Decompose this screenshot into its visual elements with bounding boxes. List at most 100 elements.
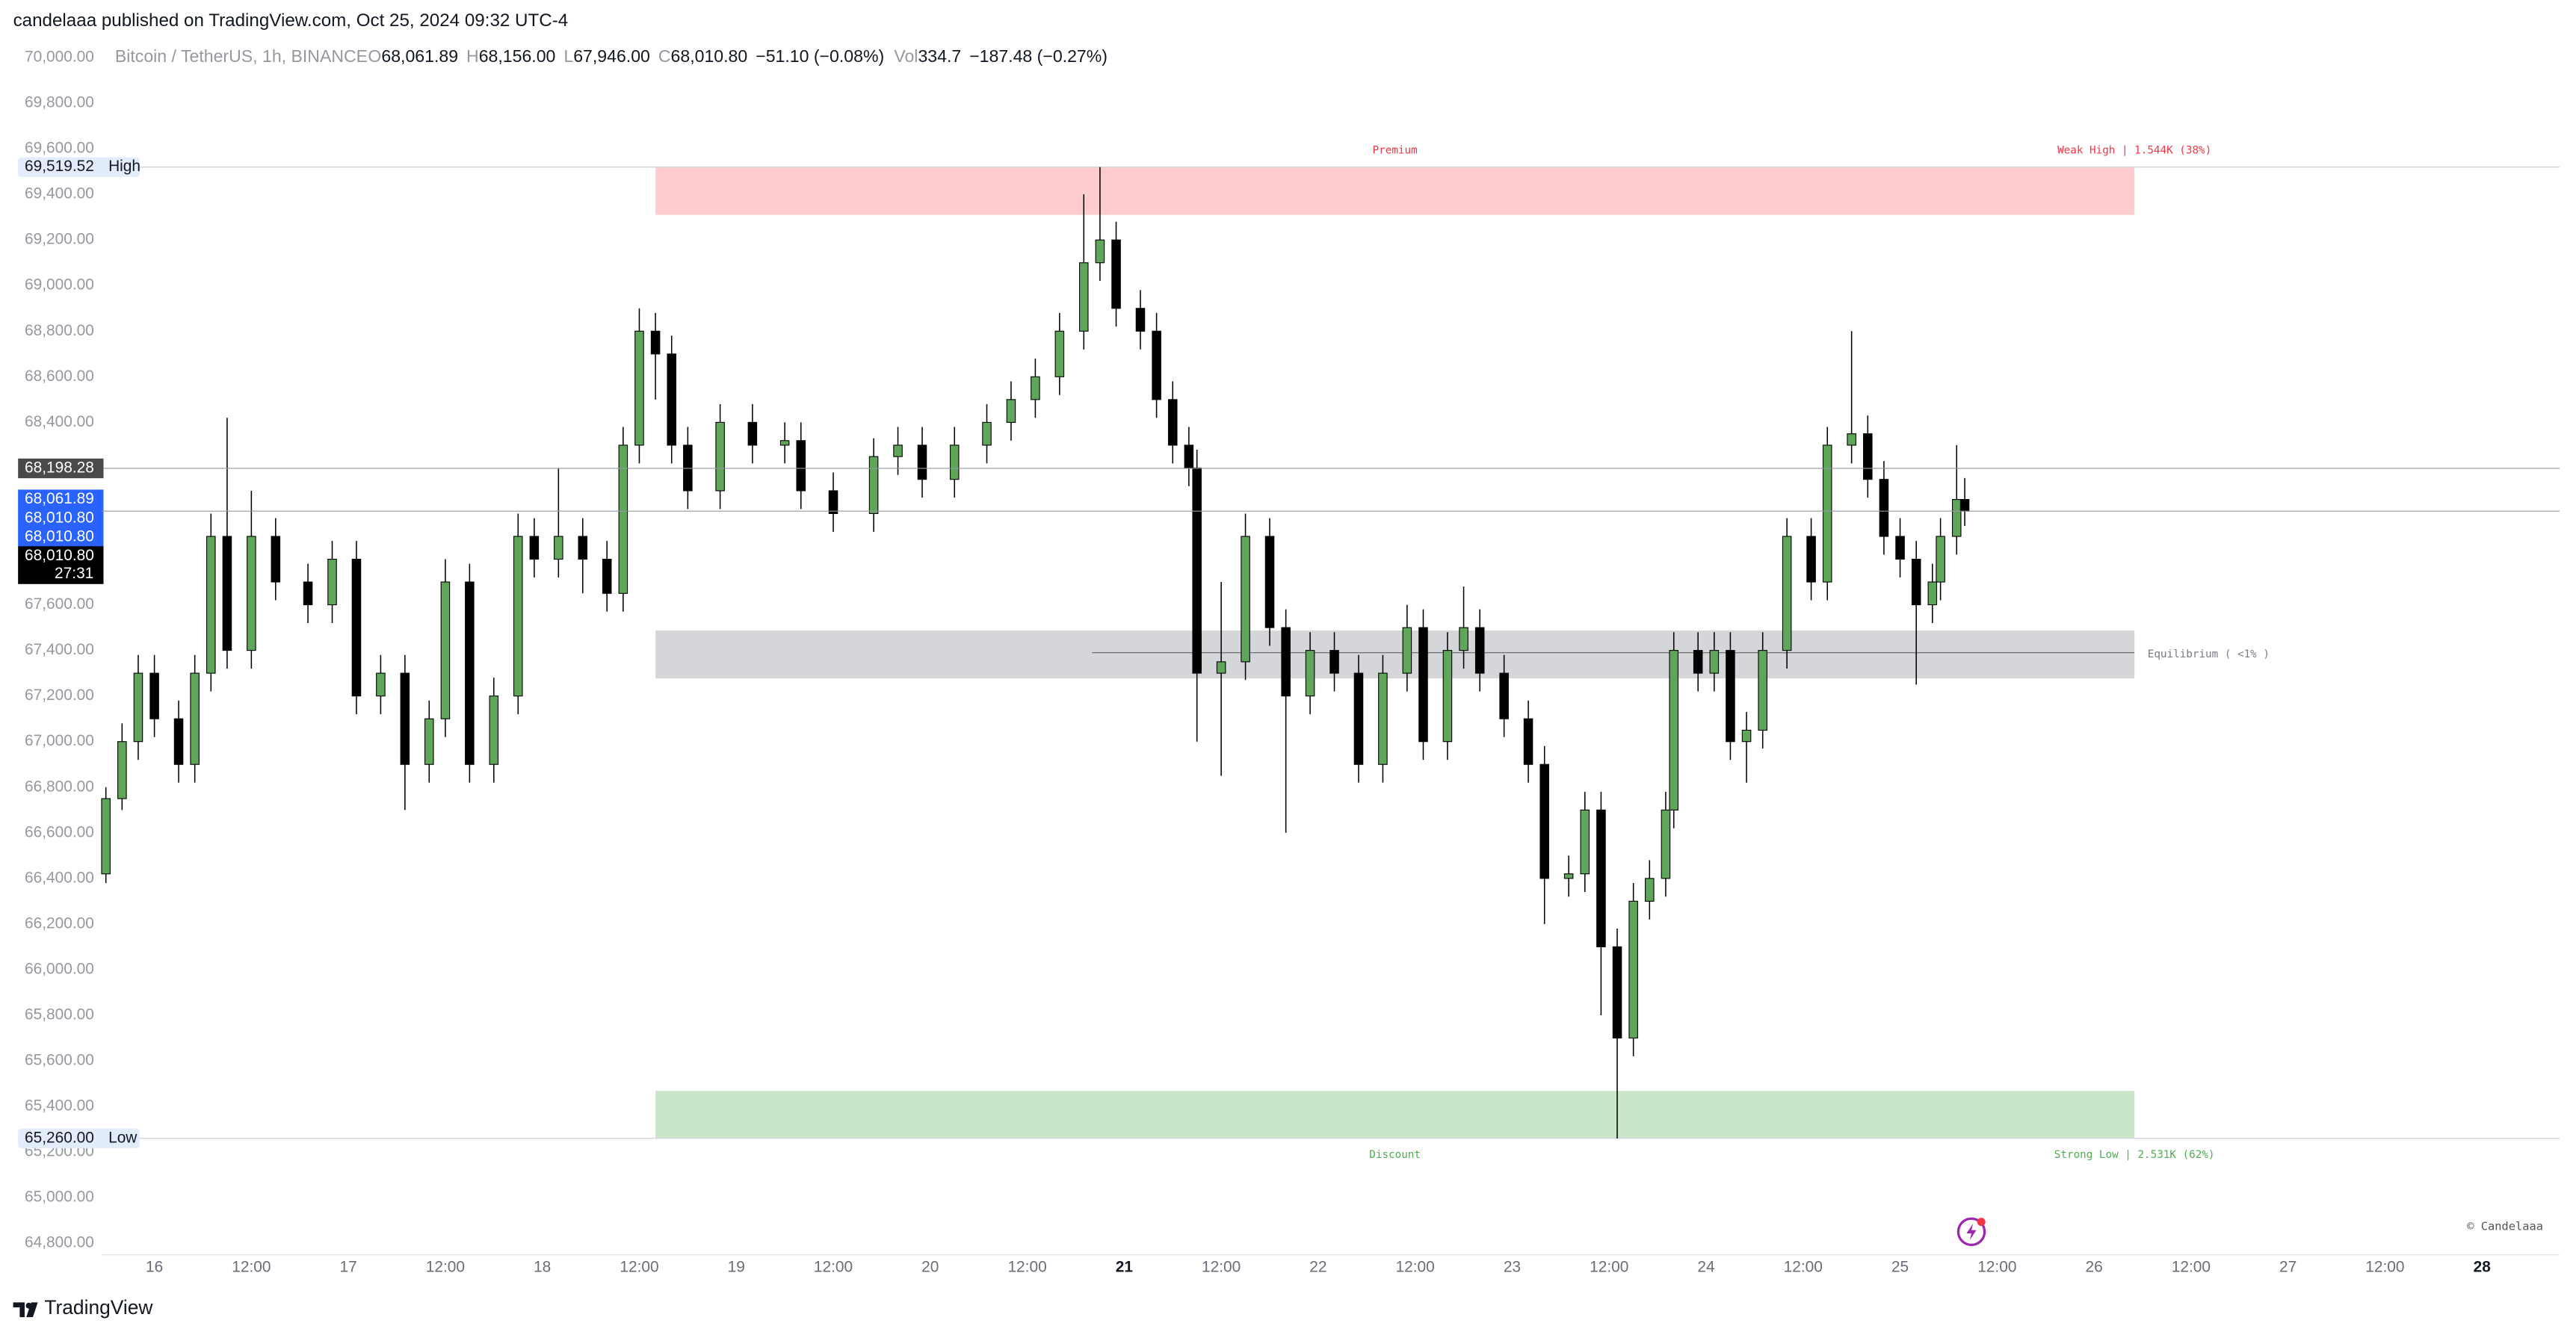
candle-body bbox=[602, 558, 612, 594]
candle-body bbox=[1523, 718, 1533, 765]
candle-body bbox=[1847, 433, 1856, 446]
candle-body bbox=[206, 536, 216, 674]
x-tick-label: 20 bbox=[921, 1259, 939, 1276]
legend-text: 68,061.89 bbox=[381, 46, 458, 66]
y-tick-label: 67,000.00 bbox=[25, 732, 94, 749]
candle-body bbox=[351, 558, 362, 697]
candle-body bbox=[1006, 399, 1016, 423]
zone bbox=[655, 631, 2135, 679]
candle-body bbox=[400, 672, 410, 765]
candle-body bbox=[1353, 672, 1364, 765]
x-tick-label: 16 bbox=[146, 1259, 163, 1276]
price-marker: 68,061.89 bbox=[25, 490, 94, 507]
y-tick-label: 69,000.00 bbox=[25, 276, 94, 294]
zone-side-label: Weak High | 1.544K (38%) bbox=[2057, 145, 2211, 157]
candle-body bbox=[1152, 330, 1161, 400]
zone-label: Equilibrium ( <1% ) bbox=[2148, 648, 2270, 660]
candle-body bbox=[101, 798, 111, 875]
x-tick-label: 26 bbox=[2085, 1259, 2102, 1276]
candle-body bbox=[1895, 536, 1905, 560]
price-marker-bg bbox=[18, 489, 104, 509]
x-tick-label: 23 bbox=[1504, 1259, 1521, 1276]
y-tick-label: 69,200.00 bbox=[25, 231, 94, 248]
candle-body bbox=[1879, 479, 1889, 537]
candle-body bbox=[1782, 536, 1792, 651]
y-tick-label: 69,800.00 bbox=[25, 94, 94, 111]
x-tick-label: 12:00 bbox=[1396, 1259, 1435, 1276]
candle-body bbox=[1264, 536, 1275, 628]
candle-body bbox=[247, 536, 256, 651]
y-tick-label: 65,000.00 bbox=[25, 1189, 94, 1206]
x-tick-label: 12:00 bbox=[1590, 1259, 1628, 1276]
legend-text: C bbox=[658, 46, 671, 66]
x-tick-label: 24 bbox=[1697, 1259, 1714, 1276]
price-marker-bg bbox=[18, 527, 104, 548]
level-label: 65,260.00 bbox=[25, 1129, 94, 1146]
x-tick-label: 27 bbox=[2279, 1259, 2297, 1276]
y-tick-label: 67,400.00 bbox=[25, 641, 94, 658]
candle-body bbox=[618, 444, 628, 594]
x-tick-label: 22 bbox=[1309, 1259, 1326, 1276]
candle-body bbox=[1167, 399, 1178, 446]
x-tick-label: 12:00 bbox=[426, 1259, 465, 1276]
candle-body bbox=[1806, 536, 1816, 583]
x-tick-label: 17 bbox=[340, 1259, 357, 1276]
candle-body bbox=[578, 536, 588, 560]
y-tick-label: 66,800.00 bbox=[25, 778, 94, 795]
candle-body bbox=[513, 536, 523, 697]
candle-body bbox=[1758, 650, 1767, 731]
legend-text: 67,946.00 bbox=[573, 46, 650, 66]
alert-icon[interactable] bbox=[1956, 1217, 1986, 1247]
legend-text: Vol bbox=[894, 46, 918, 66]
candle-body bbox=[1951, 499, 1962, 537]
logo bbox=[13, 1302, 38, 1318]
zone-label: Premium bbox=[1373, 145, 1418, 157]
candle-body bbox=[747, 421, 758, 446]
price-marker-bg bbox=[18, 546, 104, 584]
legend-text: H bbox=[466, 46, 479, 66]
candle-body bbox=[868, 456, 879, 515]
price-marker-bg bbox=[18, 458, 104, 479]
candle-body bbox=[222, 536, 232, 651]
candle-body bbox=[1474, 627, 1485, 674]
candle-body bbox=[1095, 239, 1105, 264]
candle-body bbox=[1580, 809, 1590, 875]
candle-body bbox=[376, 672, 386, 697]
candle-body bbox=[1329, 650, 1339, 674]
candle-body bbox=[529, 536, 540, 560]
price-marker-bg bbox=[18, 508, 104, 529]
candle-body bbox=[489, 696, 499, 765]
candle-body bbox=[1135, 308, 1146, 332]
x-tick-label: 18 bbox=[534, 1259, 551, 1276]
candle-body bbox=[1079, 262, 1089, 332]
brand: TradingView bbox=[44, 1296, 153, 1319]
zone bbox=[655, 167, 2135, 215]
x-tick-label: 12:00 bbox=[620, 1259, 658, 1276]
x-tick-label: 12:00 bbox=[232, 1259, 271, 1276]
countdown: 27:31 bbox=[55, 565, 93, 582]
y-tick-label: 66,400.00 bbox=[25, 869, 94, 886]
price-marker: 68,010.80 bbox=[25, 547, 94, 564]
y-tick-label: 65,400.00 bbox=[25, 1097, 94, 1115]
zone-side-label: Strong Low | 2.531K (62%) bbox=[2054, 1149, 2215, 1161]
candle-body bbox=[554, 536, 563, 560]
legend-text: L bbox=[563, 46, 573, 66]
x-tick-label: 12:00 bbox=[1202, 1259, 1241, 1276]
level-tag: High bbox=[108, 158, 140, 175]
y-tick-label: 66,200.00 bbox=[25, 914, 94, 932]
candle-body bbox=[828, 490, 838, 515]
candle-body bbox=[1612, 946, 1622, 1039]
candle-body bbox=[1442, 650, 1453, 743]
x-tick-label: 12:00 bbox=[1977, 1259, 2016, 1276]
y-tick-label: 66,600.00 bbox=[25, 823, 94, 840]
candle-body bbox=[796, 440, 806, 492]
x-tick-label: 12:00 bbox=[814, 1259, 853, 1276]
candle-body bbox=[1539, 763, 1549, 879]
y-tick-label: 68,800.00 bbox=[25, 322, 94, 339]
ohlc-legend: O 68,061.89 H 68,156.00 L 67,946.00 C 68,010.80… bbox=[368, 46, 1108, 66]
candle-body bbox=[1216, 661, 1226, 674]
candle-body bbox=[715, 421, 725, 492]
candle-body bbox=[1709, 650, 1720, 674]
legend-text: −187.48 (−0.27%) bbox=[969, 46, 1108, 66]
